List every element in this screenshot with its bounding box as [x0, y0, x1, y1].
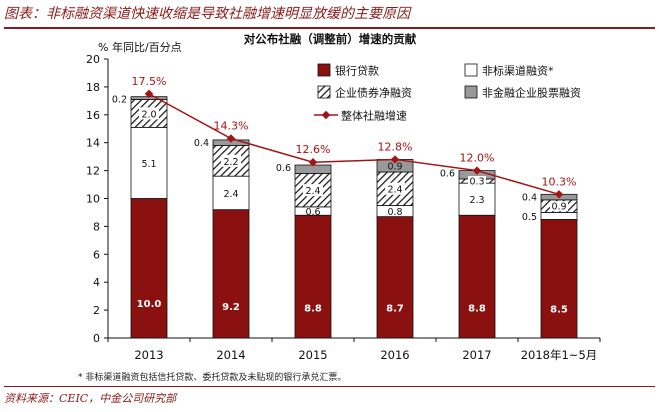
data-label: 8.8: [304, 303, 322, 314]
footnote: * 非标渠道融资包括信托贷款、委托贷款及未贴现的银行承兑汇票。: [78, 373, 347, 383]
data-label: 0.6: [440, 169, 455, 180]
line-point: [226, 134, 236, 143]
data-label: 5.1: [141, 159, 156, 170]
data-label-bg: [385, 182, 405, 195]
data-label: 0.4: [194, 138, 209, 149]
data-label: 10.0: [137, 299, 162, 310]
data-label: 2.4: [305, 186, 320, 197]
y-axis-label: % 年同比/百分点: [98, 40, 182, 54]
y-tick-label: 2: [93, 304, 100, 317]
line-point: [472, 166, 482, 175]
y-tick-label: 10: [86, 193, 100, 206]
data-label: 8.7: [386, 304, 404, 315]
bar-segment: [130, 198, 168, 339]
bar-segment: [540, 219, 578, 339]
legend-label: 非金融企业股票融资: [482, 86, 581, 100]
data-label: 2.0: [141, 109, 156, 120]
legend-swatch: [317, 85, 331, 99]
figure-title: 图表：非标融资渠道快速收缩是导致社融增速明显放缓的主要原因: [4, 6, 410, 22]
bar-segment: [376, 216, 414, 339]
legend-label: 非标渠道融资*: [482, 64, 554, 78]
data-label-bg: [550, 201, 568, 212]
y-tick-label: 14: [86, 137, 100, 150]
legend-swatch: [317, 63, 331, 77]
bar-segment: [130, 126, 168, 199]
data-label-bg: [468, 176, 486, 187]
data-label: 2.4: [387, 185, 402, 196]
data-label: 0.6: [276, 163, 291, 174]
bar-segment: [458, 214, 496, 339]
data-label: 2.4: [223, 189, 238, 200]
x-tick-label: 2014: [216, 348, 245, 362]
data-label: 0.9: [551, 202, 566, 213]
source-rule: [4, 386, 655, 387]
series-line: [148, 93, 560, 196]
title-rule: [4, 27, 655, 29]
data-label: 2.3: [469, 195, 484, 206]
legend-label: 整体社融增速: [341, 109, 407, 123]
y-tick-label: 16: [86, 109, 100, 122]
y-tick-label: 0: [93, 332, 100, 345]
bar-segment: [540, 212, 578, 220]
line-point: [144, 89, 154, 99]
line-data-label: 12.6%: [296, 143, 331, 156]
legend-line-marker: [321, 110, 331, 120]
bar-segment: [212, 209, 250, 339]
legend-label: 银行贷款: [335, 64, 379, 78]
data-label: 0.2: [112, 95, 127, 106]
data-label: 0.9: [387, 161, 402, 172]
y-tick-label: 6: [93, 248, 100, 261]
data-label-bg: [139, 107, 159, 120]
x-tick-label: 2013: [134, 348, 163, 362]
data-label: 0.5: [522, 212, 537, 223]
y-tick-label: 18: [86, 81, 100, 94]
y-tick-label: 8: [93, 220, 100, 233]
y-tick-label: 4: [93, 276, 100, 289]
data-label: 0.8: [387, 207, 402, 218]
line-data-label: 17.5%: [132, 75, 167, 88]
data-label-bg: [221, 154, 241, 167]
y-tick-label: 20: [86, 53, 100, 66]
x-tick-label: 2017: [462, 348, 491, 362]
x-tick-label: 2015: [298, 348, 327, 362]
x-tick-label: 2018年1~5月: [521, 348, 598, 362]
line-data-label: 14.3%: [214, 120, 249, 133]
bar-segment: [294, 214, 332, 339]
bar-segment: [212, 175, 250, 211]
legend-swatch: [464, 85, 478, 99]
data-label-bg: [303, 184, 323, 197]
line-data-label: 12.8%: [378, 140, 413, 153]
x-tick-label: 2016: [380, 348, 409, 362]
line-point: [308, 157, 318, 167]
y-tick-label: 12: [86, 165, 100, 178]
data-label: 2.2: [223, 157, 238, 168]
legend-swatch: [464, 63, 478, 77]
data-label: 0.4: [522, 192, 537, 203]
data-label: 9.2: [222, 302, 240, 313]
source-text: 资料来源：CEIC，中金公司研究部: [4, 392, 177, 405]
data-label: 8.5: [550, 304, 568, 315]
chart-title: 对公布社融（调整前）增速的贡献: [244, 32, 417, 46]
legend-label: 企业债券净融资: [335, 86, 412, 100]
data-label: 8.8: [468, 303, 486, 314]
line-data-label: 12.0%: [460, 152, 495, 165]
data-label: 0.6: [305, 207, 320, 218]
data-label: 0.3: [469, 177, 484, 188]
line-point: [390, 155, 400, 164]
line-data-label: 10.3%: [542, 175, 577, 188]
